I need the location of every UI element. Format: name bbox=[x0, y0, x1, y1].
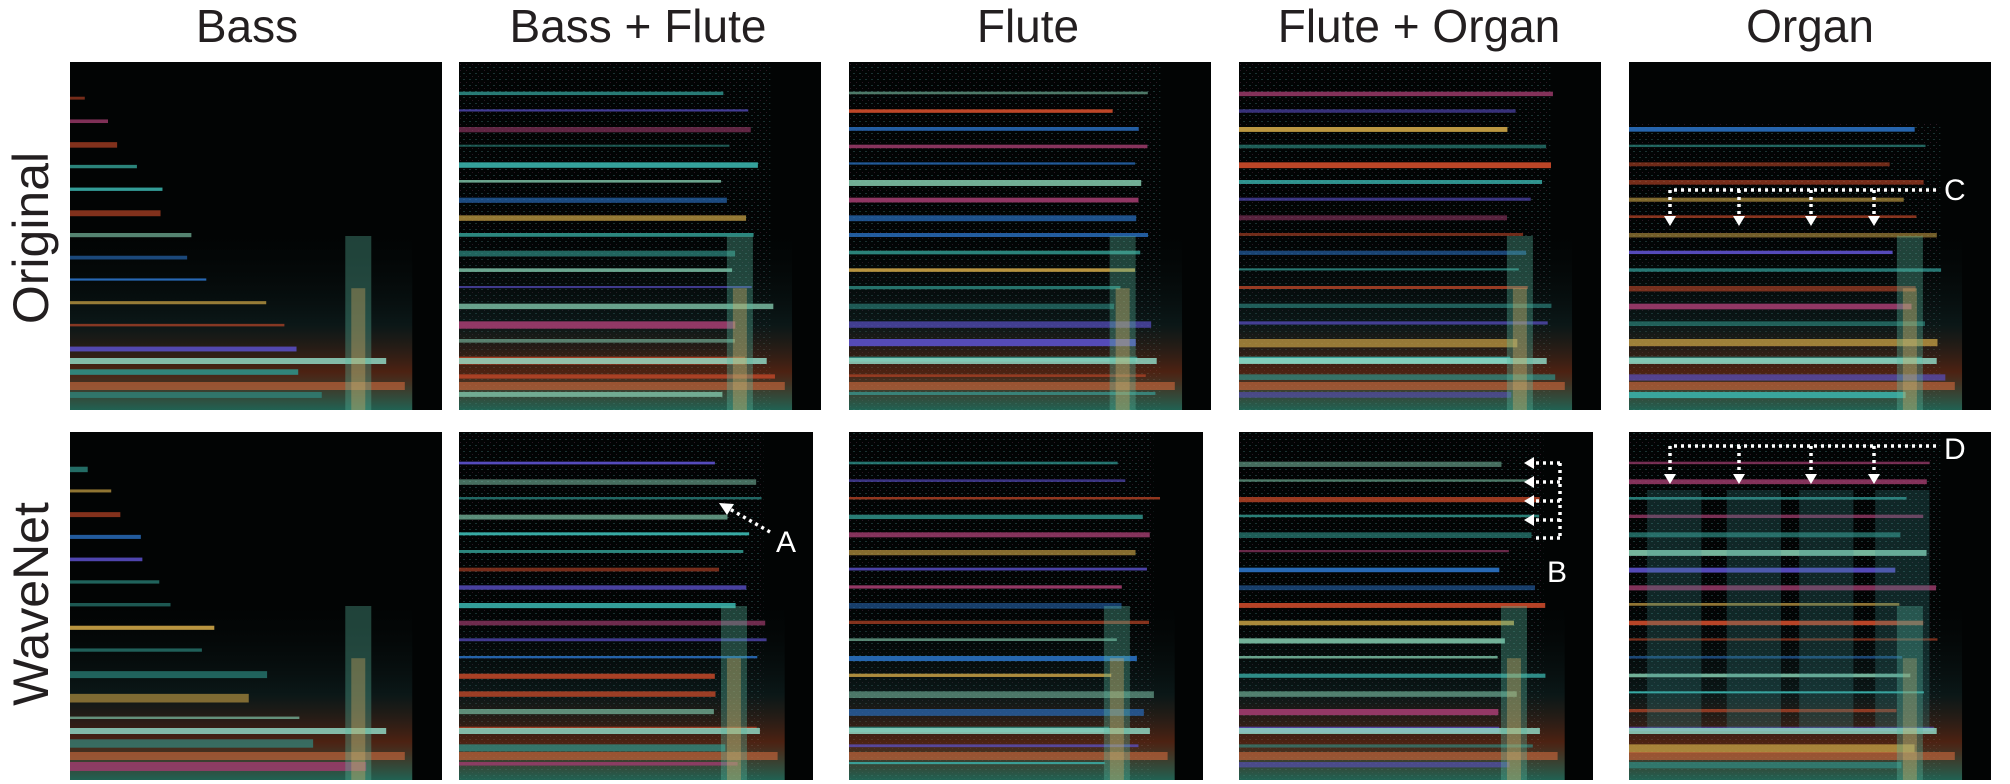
spectrogram-wavenet-bass-flute bbox=[459, 432, 813, 780]
spectrogram-wavenet-organ bbox=[1629, 432, 1991, 780]
column-label-organ: Organ bbox=[1746, 0, 1874, 52]
spectrogram-original-flute-organ bbox=[1239, 62, 1601, 410]
column-label-flute-organ: Flute + Organ bbox=[1278, 0, 1561, 52]
row-label-wavenet: WaveNet bbox=[3, 502, 59, 706]
annotation-label-a: A bbox=[776, 526, 796, 559]
column-label-bass: Bass bbox=[196, 0, 298, 52]
annotation-label-c: C bbox=[1944, 174, 1966, 207]
spectrogram-original-organ bbox=[1629, 62, 1991, 410]
spectrogram-wavenet-flute bbox=[849, 432, 1203, 780]
spectrogram-wavenet-flute-organ bbox=[1239, 432, 1593, 780]
spectrogram-wavenet-bass bbox=[70, 432, 442, 780]
spectrogram-original-bass bbox=[70, 62, 442, 410]
column-label-flute: Flute bbox=[977, 0, 1079, 52]
column-label-bass-flute: Bass + Flute bbox=[510, 0, 767, 52]
spectrogram-original-bass-flute bbox=[459, 62, 821, 410]
spectrogram-original-flute bbox=[849, 62, 1211, 410]
row-label-original: Original bbox=[3, 152, 59, 324]
annotation-label-b: B bbox=[1547, 556, 1567, 589]
annotation-label-d: D bbox=[1944, 433, 1966, 466]
